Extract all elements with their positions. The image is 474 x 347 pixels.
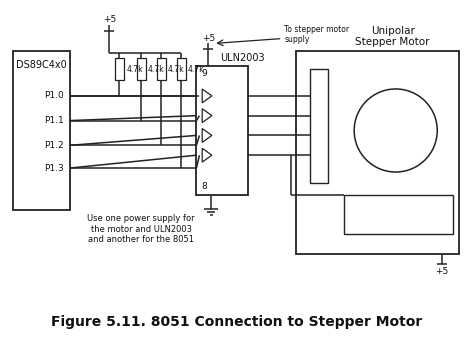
- Bar: [177, 58, 186, 80]
- Text: ULN2003: ULN2003: [219, 53, 264, 63]
- Polygon shape: [202, 128, 212, 142]
- Bar: [157, 58, 166, 80]
- Text: Use one power supply for
the motor and ULN2003
and another for the 8051: Use one power supply for the motor and U…: [87, 214, 195, 244]
- Text: P1.0: P1.0: [44, 91, 64, 100]
- Polygon shape: [202, 148, 212, 162]
- Text: 4.7k: 4.7k: [126, 65, 143, 74]
- Bar: [196, 66, 248, 195]
- Text: P1.1: P1.1: [44, 116, 64, 125]
- Text: To stepper motor
supply: To stepper motor supply: [284, 25, 350, 44]
- Text: 9: 9: [201, 69, 207, 78]
- Text: +5: +5: [202, 34, 215, 43]
- Bar: [137, 58, 146, 80]
- Bar: [296, 51, 459, 254]
- Text: P1.2: P1.2: [45, 141, 64, 150]
- Polygon shape: [202, 89, 212, 103]
- Text: Unipolar
Stepper Motor: Unipolar Stepper Motor: [356, 26, 430, 47]
- Text: 4.7k: 4.7k: [188, 65, 204, 74]
- Bar: [344, 195, 453, 234]
- Bar: [115, 58, 124, 80]
- Text: DS89C4x0: DS89C4x0: [16, 60, 66, 70]
- Circle shape: [354, 89, 437, 172]
- Bar: [12, 51, 70, 210]
- Text: P1.3: P1.3: [44, 163, 64, 172]
- Text: 4.7k: 4.7k: [148, 65, 164, 74]
- Polygon shape: [202, 109, 212, 122]
- Text: +5: +5: [435, 268, 448, 277]
- Bar: [310, 69, 328, 183]
- Text: 4.7k: 4.7k: [168, 65, 184, 74]
- Text: Figure 5.11. 8051 Connection to Stepper Motor: Figure 5.11. 8051 Connection to Stepper …: [51, 315, 423, 329]
- Text: +5: +5: [103, 15, 116, 24]
- Text: 8: 8: [201, 183, 207, 191]
